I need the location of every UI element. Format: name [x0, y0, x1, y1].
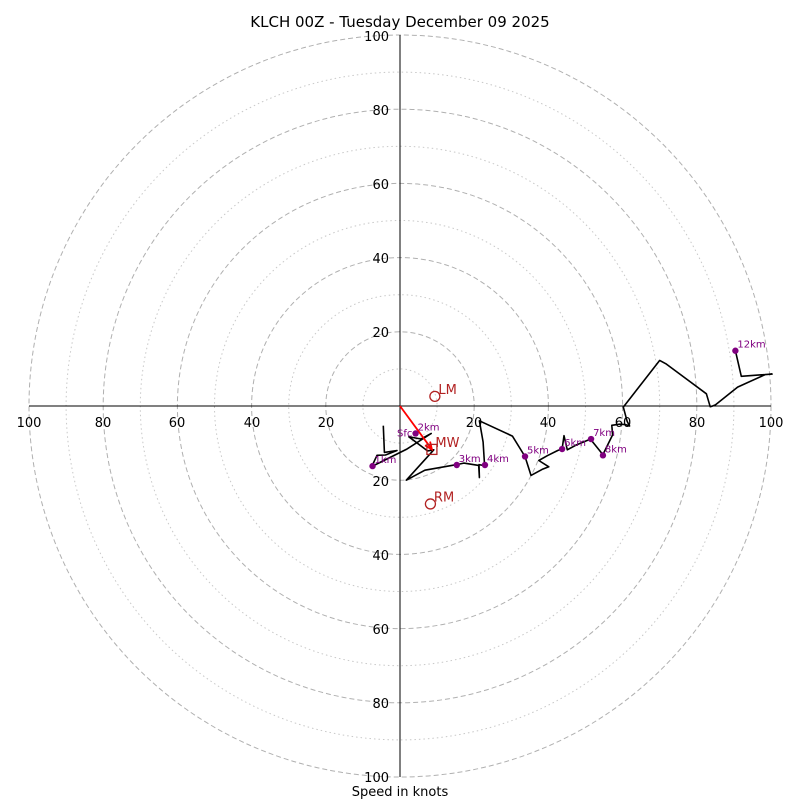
storm-motion-marker-rm: [424, 498, 437, 510]
storm-motion-layer: LM MW RM: [399, 383, 460, 510]
tick-y-bottom-20: 20: [372, 475, 389, 490]
tick-x-right-20: 20: [466, 416, 483, 431]
tick-x-left-80: 80: [95, 416, 112, 431]
height-label-1km: 1km: [375, 455, 397, 466]
tick-y-top-20: 20: [372, 326, 389, 341]
tick-y-top-60: 60: [372, 178, 389, 193]
height-label-3km: 3km: [459, 454, 481, 465]
height-marker-5km: [521, 453, 529, 460]
height-label-12km: 12km: [737, 340, 765, 351]
surface-label: Sfc: [397, 428, 412, 439]
height-label-2km: 2km: [418, 422, 440, 433]
tick-x-left-20: 20: [318, 416, 335, 431]
height-marker-4km: [481, 461, 489, 469]
tick-y-top-100: 100: [364, 30, 389, 45]
height-marker-1km: [369, 462, 376, 470]
tick-labels: 100 80 60 40 20 20 40 60 80 100 100 80 6…: [17, 30, 784, 786]
storm-motion-label-lm: LM: [438, 383, 456, 398]
height-label-6km: 6km: [564, 438, 586, 449]
storm-motion-label-rm: RM: [434, 490, 454, 505]
height-marker-2km: [412, 430, 419, 437]
height-marker-6km: [558, 445, 566, 453]
tick-x-right-80: 80: [689, 416, 706, 431]
height-marker-layer: Sfc 1km 2km 3km 4km 5km 6km 7km 8km 12km: [369, 340, 766, 470]
wind-trace: [370, 350, 773, 482]
height-label-4km: 4km: [487, 454, 509, 465]
storm-motion-marker-mw: [426, 443, 438, 456]
x-axis-label: Speed in knots: [352, 785, 449, 800]
tick-x-right-100: 100: [759, 416, 784, 431]
tick-x-left-60: 60: [169, 416, 186, 431]
tick-x-left-100: 100: [17, 416, 42, 431]
tick-x-right-40: 40: [540, 416, 557, 431]
tick-y-bottom-80: 80: [372, 697, 389, 712]
storm-motion-label-mw: MW: [435, 436, 459, 451]
storm-motion-marker-lm: [429, 390, 441, 403]
tick-y-bottom-40: 40: [372, 549, 389, 564]
height-label-7km: 7km: [593, 428, 615, 439]
tick-y-bottom-60: 60: [372, 623, 389, 638]
height-label-5km: 5km: [527, 445, 549, 456]
mean-wind-shear-vector: [399, 405, 433, 450]
chart-title: KLCH 00Z - Tuesday December 09 2025: [250, 13, 549, 31]
tick-y-top-40: 40: [372, 252, 389, 267]
height-marker-3km: [453, 461, 460, 469]
tick-x-left-40: 40: [244, 416, 261, 431]
height-marker-8km: [599, 452, 607, 459]
height-marker-7km: [587, 435, 595, 443]
height-label-8km: 8km: [605, 444, 627, 455]
tick-y-bottom-100: 100: [364, 771, 389, 786]
height-marker-12km: [732, 347, 739, 354]
wind-trace-layer: [370, 350, 773, 482]
tick-y-top-80: 80: [372, 104, 389, 119]
